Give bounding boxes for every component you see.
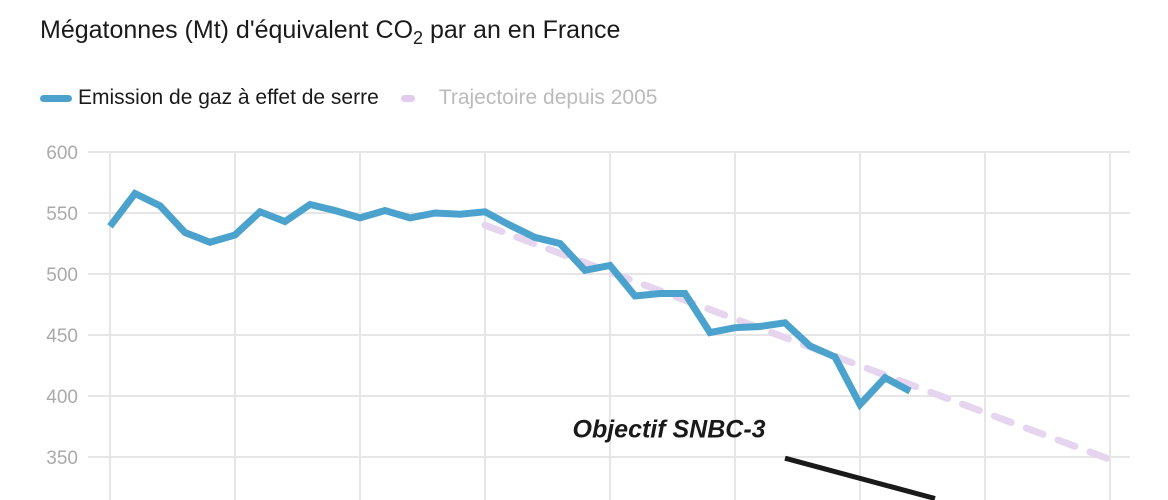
y-tick-label: 550 [46, 204, 78, 225]
legend-swatch-trajectory [400, 94, 415, 102]
title-rest: par an en France [423, 16, 621, 44]
chart-title: Mégatonnes (Mt) d'équivalent CO2 par an … [40, 16, 620, 49]
legend-item-emissions[interactable]: Emission de gaz à effet de serre [40, 86, 379, 110]
legend-item-trajectory[interactable]: Trajectoire depuis 2005 [400, 86, 658, 110]
legend-label-trajectory: Trajectoire depuis 2005 [438, 86, 658, 109]
y-tick-label: 500 [46, 265, 78, 286]
annotation-label: Objectif SNBC-3 [573, 415, 766, 443]
legend: Emission de gaz à effet de serre Traject… [40, 86, 679, 110]
y-tick-label: 450 [46, 326, 78, 347]
y-tick-label: 600 [46, 143, 78, 164]
trajectory-line [481, 221, 1114, 463]
legend-label-emissions: Emission de gaz à effet de serre [78, 86, 379, 109]
title-subscript: 2 [413, 28, 424, 48]
y-tick-label: 400 [46, 387, 78, 408]
legend-swatch-emissions [40, 94, 72, 102]
title-main: Mégatonnes (Mt) d'équivalent CO [40, 16, 414, 44]
y-tick-label: 350 [46, 448, 78, 469]
annotation-target-line [784, 455, 936, 500]
